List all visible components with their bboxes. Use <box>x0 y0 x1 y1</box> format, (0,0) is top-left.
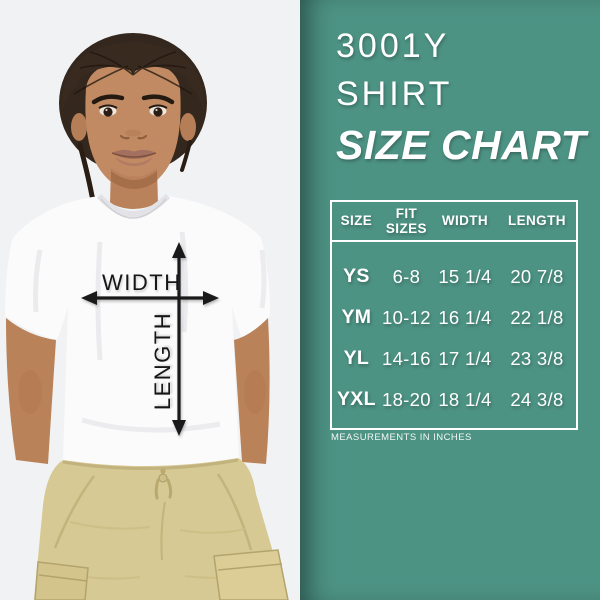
arms <box>6 318 270 464</box>
khaki-pants <box>34 458 289 600</box>
length-value: 23 3/8 <box>510 347 564 369</box>
fit-value: 18-20 <box>382 388 431 410</box>
width-measure-label: WIDTH <box>102 270 182 295</box>
cargo-pockets <box>34 549 289 600</box>
table-header-row: SIZE FIT SIZES WIDTH LENGTH <box>330 200 578 242</box>
width-value: 15 1/4 <box>438 265 492 287</box>
measurements-footnote: MEASUREMENTS IN INCHES <box>331 432 472 443</box>
eyes <box>98 104 168 117</box>
table-body: YS 6-8 15 1/4 20 7/8 YM 10-12 16 1/4 22 … <box>330 242 578 430</box>
nose <box>119 129 148 140</box>
model-photo-panel: WIDTH LENGTH <box>0 0 300 600</box>
collar <box>96 193 171 218</box>
table-row: YM 10-12 16 1/4 22 1/8 <box>332 297 576 338</box>
size-value: YM <box>341 306 372 328</box>
size-chart-panel: 3001Y SHIRT SIZE CHART SIZE FIT SIZES WI… <box>300 0 600 600</box>
table-row: YS 6-8 15 1/4 20 7/8 <box>332 256 576 297</box>
table-row: YXL 18-20 18 1/4 24 3/8 <box>332 379 576 420</box>
length-measure-label: LENGTH <box>150 311 175 411</box>
size-value: YS <box>343 265 370 287</box>
eyebrows <box>91 94 175 105</box>
child-model-illustration <box>5 33 289 600</box>
width-value: 17 1/4 <box>438 347 492 369</box>
fit-value: 10-12 <box>382 306 431 328</box>
width-value: 18 1/4 <box>438 388 492 410</box>
title-block: 3001Y SHIRT SIZE CHART <box>336 22 586 169</box>
column-header-fit: FIT SIZES <box>385 205 427 236</box>
mouth <box>111 149 157 166</box>
pants-button <box>160 468 166 474</box>
length-value: 20 7/8 <box>510 265 564 287</box>
column-header-length: LENGTH <box>507 213 566 229</box>
length-arrow <box>172 242 186 436</box>
child-neck <box>110 168 158 209</box>
product-type-title: SHIRT <box>336 75 453 113</box>
ear-right <box>180 113 196 141</box>
size-chart-title: SIZE CHART <box>336 122 587 168</box>
size-value: YXL <box>336 388 376 410</box>
drawstring <box>154 473 173 500</box>
length-value: 22 1/8 <box>510 306 564 328</box>
measurement-arrows <box>81 242 219 436</box>
product-code-title: 3001Y <box>336 27 450 65</box>
length-value: 24 3/8 <box>510 388 564 410</box>
width-arrow <box>81 291 219 305</box>
size-value: YL <box>343 347 370 369</box>
fit-value: 14-16 <box>382 347 431 369</box>
column-header-size: SIZE <box>340 213 373 229</box>
ear-left <box>71 113 87 141</box>
white-tshirt <box>5 193 270 467</box>
width-value: 16 1/4 <box>438 306 492 328</box>
size-table: SIZE FIT SIZES WIDTH LENGTH YS 6-8 15 1/… <box>330 200 578 430</box>
table-row: YL 14-16 17 1/4 23 3/8 <box>332 338 576 379</box>
column-header-width: WIDTH <box>441 213 489 229</box>
fit-value: 6-8 <box>392 265 421 287</box>
